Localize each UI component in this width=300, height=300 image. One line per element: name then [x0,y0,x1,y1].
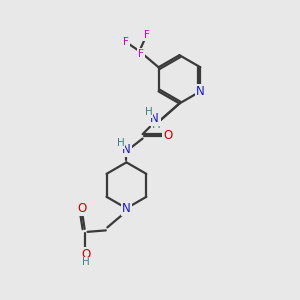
Text: O: O [163,129,172,142]
Text: F: F [138,49,144,59]
Text: N: N [122,202,131,215]
Text: F: F [123,37,129,47]
Text: N: N [122,143,131,156]
Text: H: H [152,118,160,130]
Text: H: H [82,257,90,268]
Text: N: N [150,112,159,125]
Text: H: H [117,138,124,148]
Text: O: O [82,248,91,261]
Text: F: F [144,30,150,40]
Text: H: H [145,107,152,117]
Text: N: N [196,85,205,98]
Text: O: O [77,202,86,215]
